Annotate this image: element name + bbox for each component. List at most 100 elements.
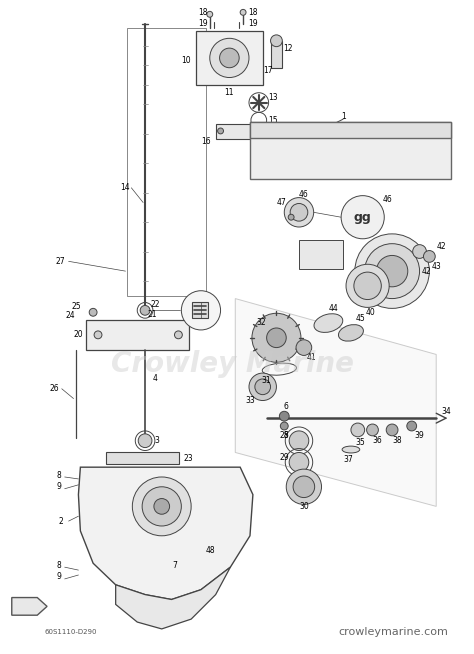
Text: 18: 18	[248, 8, 258, 17]
Text: gg: gg	[354, 211, 372, 224]
Text: 6: 6	[284, 402, 289, 411]
Text: 42: 42	[421, 267, 431, 275]
Text: 11: 11	[225, 88, 234, 97]
Text: 8: 8	[56, 470, 61, 479]
Circle shape	[365, 244, 419, 299]
Bar	[250, 122, 451, 179]
Text: 48: 48	[206, 546, 216, 555]
Polygon shape	[12, 598, 47, 615]
Text: LOWER  UNIT ASSY: LOWER UNIT ASSY	[299, 125, 402, 135]
Circle shape	[289, 431, 309, 451]
Ellipse shape	[314, 314, 343, 332]
Circle shape	[286, 469, 321, 504]
Circle shape	[293, 476, 315, 498]
Text: 24: 24	[66, 311, 75, 320]
Text: 38: 38	[392, 436, 402, 445]
Bar	[216, 124, 270, 139]
Text: 9: 9	[56, 572, 61, 581]
Text: 39: 39	[415, 431, 424, 440]
Text: 32: 32	[256, 318, 265, 326]
Bar	[271, 41, 283, 68]
Text: 16: 16	[201, 137, 210, 146]
Text: 30: 30	[299, 502, 309, 511]
Text: 25: 25	[72, 302, 81, 311]
Circle shape	[255, 379, 271, 394]
Text: 46: 46	[383, 195, 392, 204]
Text: 4: 4	[153, 375, 157, 383]
Circle shape	[290, 203, 308, 221]
Text: 21: 21	[147, 310, 157, 318]
Text: LOWER CASING DRIVE 1,  Ref. No. 2 to 48: LOWER CASING DRIVE 1, Ref. No. 2 to 48	[254, 145, 404, 150]
Circle shape	[138, 434, 152, 447]
Circle shape	[271, 35, 283, 46]
Text: 35: 35	[356, 438, 365, 447]
Text: 22: 22	[150, 300, 160, 309]
Text: 10: 10	[182, 56, 191, 65]
Text: 36: 36	[373, 436, 382, 445]
Circle shape	[289, 453, 309, 472]
Circle shape	[89, 309, 97, 317]
Circle shape	[154, 498, 170, 514]
Circle shape	[252, 313, 301, 362]
Text: 26: 26	[49, 385, 59, 393]
Bar	[192, 303, 208, 318]
Circle shape	[267, 328, 286, 347]
Circle shape	[354, 272, 381, 300]
Text: 29: 29	[280, 453, 289, 462]
Text: 5: 5	[284, 431, 289, 440]
Text: 60S1110-D290: 60S1110-D290	[44, 629, 97, 635]
Text: FWD: FWD	[17, 602, 38, 611]
Circle shape	[386, 424, 398, 436]
Text: 37: 37	[343, 455, 353, 464]
Text: 31: 31	[262, 377, 272, 385]
Text: 17: 17	[263, 65, 273, 75]
Circle shape	[351, 423, 365, 437]
Text: 45: 45	[356, 314, 365, 322]
Circle shape	[280, 422, 288, 430]
Circle shape	[218, 128, 224, 134]
Circle shape	[279, 411, 289, 421]
Circle shape	[284, 198, 314, 227]
Text: 40: 40	[365, 308, 375, 317]
Polygon shape	[116, 567, 230, 629]
Text: 14: 14	[121, 183, 130, 192]
Circle shape	[341, 196, 384, 239]
Text: 43: 43	[431, 262, 441, 271]
Text: Crowley Marine: Crowley Marine	[111, 351, 354, 378]
Text: 12: 12	[283, 44, 293, 53]
Text: 42: 42	[436, 242, 446, 251]
Circle shape	[355, 234, 429, 309]
Text: 19: 19	[198, 18, 208, 27]
Bar	[299, 240, 343, 269]
Text: 15: 15	[269, 116, 278, 125]
Text: 27: 27	[56, 257, 65, 266]
Text: 8: 8	[56, 560, 61, 570]
Text: 19: 19	[248, 18, 258, 27]
Circle shape	[132, 477, 191, 536]
Circle shape	[142, 487, 182, 526]
Text: 41: 41	[307, 353, 317, 362]
Text: 28: 28	[280, 431, 289, 440]
Circle shape	[346, 264, 389, 307]
Circle shape	[413, 245, 427, 258]
Circle shape	[262, 128, 268, 134]
Text: 1: 1	[341, 112, 346, 121]
Text: 9: 9	[56, 482, 61, 491]
Text: 7: 7	[172, 560, 177, 570]
Circle shape	[219, 48, 239, 68]
Bar	[86, 320, 189, 349]
Text: crowleymarine.com: crowleymarine.com	[338, 627, 448, 637]
Circle shape	[423, 250, 435, 262]
Text: 3: 3	[155, 436, 159, 445]
Circle shape	[240, 9, 246, 15]
Circle shape	[288, 215, 294, 220]
Text: 46: 46	[299, 190, 309, 199]
Circle shape	[296, 339, 312, 355]
Circle shape	[249, 373, 276, 400]
Circle shape	[376, 256, 408, 287]
Bar	[196, 31, 263, 85]
Circle shape	[210, 39, 249, 78]
Circle shape	[407, 421, 417, 431]
Polygon shape	[78, 467, 253, 600]
Circle shape	[366, 424, 378, 436]
